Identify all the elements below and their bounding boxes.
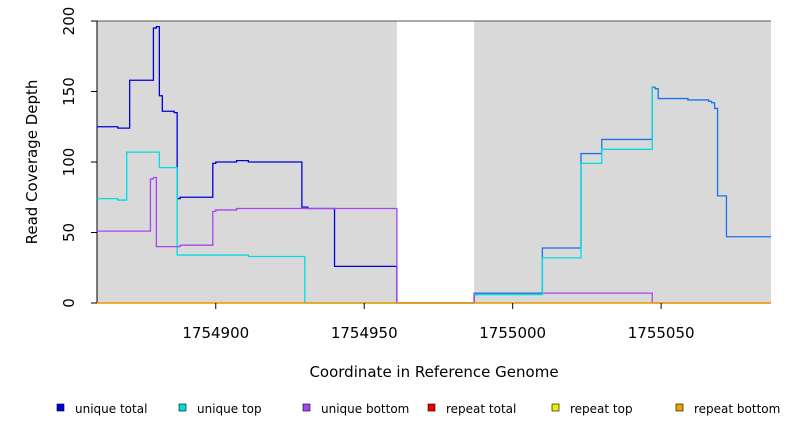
- series-line-1: [97, 151, 475, 304]
- y-axis-label: Read Coverage Depth: [23, 80, 41, 245]
- y-tick-label: 50: [60, 223, 78, 242]
- legend-swatch: [427, 403, 436, 412]
- y-tick-label: 200: [60, 7, 78, 36]
- legend-swatch: [551, 403, 560, 412]
- x-tick-label: 1755000: [479, 324, 546, 342]
- shaded-region-1: [474, 21, 771, 303]
- series-lines: [97, 25, 771, 304]
- legend-item: unique top: [178, 402, 262, 416]
- axes: 1754900 1754950 1755000 1755050 0 50 100 150 200: [60, 7, 695, 342]
- legend-item: repeat total: [427, 402, 516, 416]
- x-tick-label: 1755050: [628, 324, 695, 342]
- legend: unique total unique top unique bottom repea…: [56, 402, 780, 416]
- series-line-7: [474, 87, 653, 296]
- x-axis-label: Coordinate in Reference Genome: [309, 363, 558, 381]
- legend-label: unique bottom: [321, 402, 409, 416]
- legend-swatch: [675, 403, 684, 412]
- x-tick-label: 1754950: [331, 324, 398, 342]
- legend-label: repeat bottom: [694, 402, 780, 416]
- legend-item: repeat bottom: [675, 402, 780, 416]
- legend-item: repeat top: [551, 402, 633, 416]
- legend-swatch: [178, 403, 187, 412]
- y-tick-label: 150: [60, 77, 78, 106]
- y-tick-label: 0: [60, 298, 78, 308]
- series-line-6: [474, 86, 771, 294]
- y-tick-label: 100: [60, 148, 78, 177]
- legend-swatch: [56, 403, 65, 412]
- legend-label: unique top: [197, 402, 262, 416]
- legend-swatch: [302, 403, 311, 412]
- series-line-0: [97, 25, 478, 304]
- legend-label: repeat total: [446, 402, 516, 416]
- legend-item: unique total: [56, 402, 147, 416]
- series-line-2: [97, 176, 771, 304]
- shaded-region-0: [97, 21, 397, 303]
- legend-item: unique bottom: [302, 402, 409, 416]
- legend-label: unique total: [75, 402, 147, 416]
- legend-label: repeat top: [570, 402, 633, 416]
- x-tick-label: 1754900: [182, 324, 249, 342]
- shaded-regions: [97, 21, 771, 303]
